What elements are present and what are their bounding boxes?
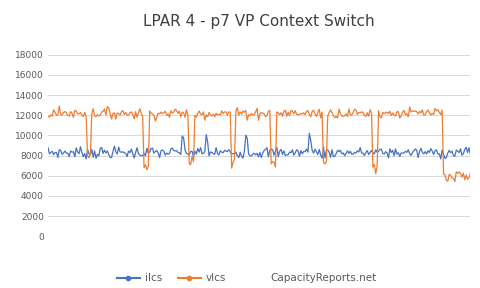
Legend: ilcs, vlcs, CapacityReports.net: ilcs, vlcs, CapacityReports.net xyxy=(113,269,381,287)
Title: LPAR 4 - p7 VP Context Switch: LPAR 4 - p7 VP Context Switch xyxy=(144,14,375,29)
